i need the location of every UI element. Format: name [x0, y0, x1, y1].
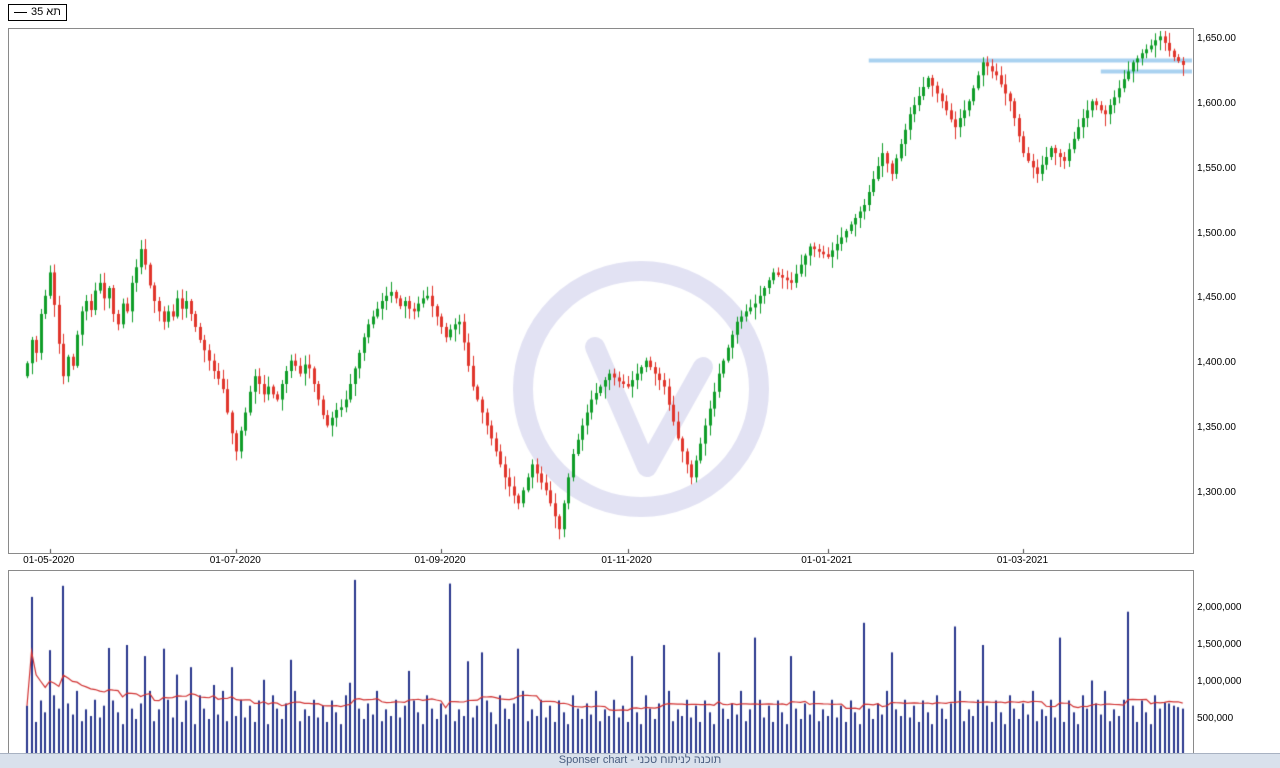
- date-tick-label: 01-03-2021: [996, 555, 1049, 566]
- volume-tick-label: 1,000,000: [1197, 676, 1242, 687]
- date-tick-label: 01-07-2020: [209, 555, 261, 566]
- status-bar: Sponser chart - תוכנה לניתוח טכני: [0, 753, 1280, 768]
- price-tick-label: 1,450.00: [1197, 292, 1236, 304]
- series-label: תא 35: [31, 6, 61, 18]
- series-legend: תא 35: [8, 4, 67, 21]
- price-tick-label: 1,600.00: [1197, 97, 1236, 109]
- price-tick-label: 1,300.00: [1197, 486, 1236, 498]
- volume-tick-label: 1,500,000: [1197, 639, 1242, 650]
- price-tick-label: 1,400.00: [1197, 357, 1236, 369]
- price-tick-label: 1,500.00: [1197, 227, 1236, 239]
- footer-text: Sponser chart - תוכנה לניתוח טכני: [558, 754, 722, 766]
- date-tick-label: 01-05-2020: [23, 555, 75, 566]
- volume-tick-label: 500,000: [1197, 713, 1234, 724]
- date-tick-label: 01-09-2020: [414, 555, 466, 566]
- volume-tick-label: 2,000,000: [1197, 602, 1242, 613]
- date-tick-label: 01-01-2021: [801, 555, 853, 566]
- date-tick-label: 01-11-2020: [601, 555, 652, 566]
- price-tick-label: 1,550.00: [1197, 162, 1236, 174]
- volume-plot: [8, 570, 1194, 757]
- volume-canvas: [9, 571, 1193, 756]
- price-plot: [8, 28, 1194, 554]
- series-line-marker-icon: [14, 11, 27, 13]
- price-tick-label: 1,350.00: [1197, 422, 1236, 434]
- candlestick-canvas: [9, 29, 1193, 553]
- price-tick-label: 1,650.00: [1197, 32, 1236, 44]
